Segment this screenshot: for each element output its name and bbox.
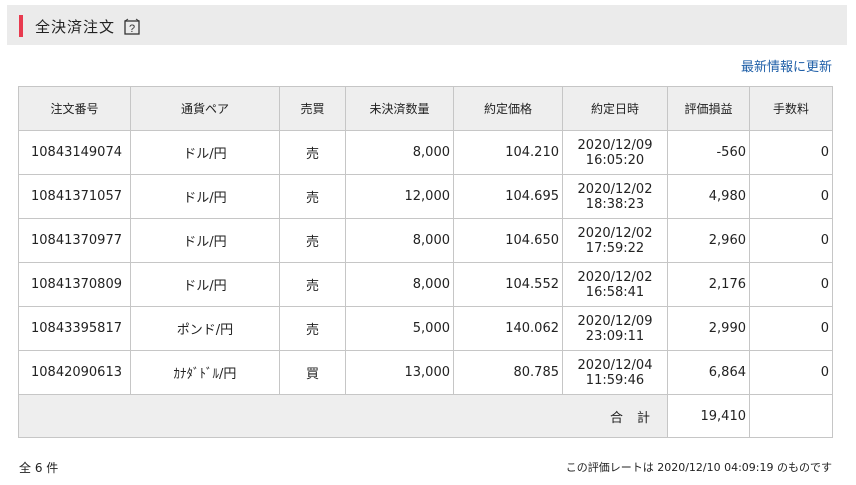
- side: 買: [279, 350, 346, 395]
- col-pair[interactable]: 通貨ペア: [130, 86, 280, 131]
- currency-pair: ポンド/円: [130, 306, 280, 351]
- col-side[interactable]: 売買: [279, 86, 346, 131]
- open-qty: 8,000: [345, 130, 454, 175]
- open-qty: 12,000: [345, 174, 454, 219]
- fee: 0: [749, 174, 833, 219]
- table-header-row: 注文番号 通貨ペア 売買 未決済数量 約定価格 約定日時 評価損益 手数料: [18, 86, 833, 131]
- order-id: 10841370977: [18, 218, 131, 263]
- date: 2020/12/02: [577, 269, 653, 285]
- record-count: 全 6 件: [19, 461, 59, 475]
- pnl: 2,960: [667, 218, 750, 263]
- fee: 0: [749, 130, 833, 175]
- header-accent-bar: [19, 15, 23, 37]
- order-id: 10841370809: [18, 262, 131, 307]
- fee: 0: [749, 262, 833, 307]
- table-row[interactable]: 10841370977 ドル/円 売 8,000 104.650 2020/12…: [18, 218, 833, 263]
- datetime: 2020/12/02 16:58:41: [562, 262, 668, 307]
- date: 2020/12/09: [577, 137, 653, 153]
- orders-table: 注文番号 通貨ペア 売買 未決済数量 約定価格 約定日時 評価損益 手数料 10…: [18, 86, 833, 438]
- order-id: 10841371057: [18, 174, 131, 219]
- time: 11:59:46: [585, 372, 645, 388]
- help-icon[interactable]: ?: [123, 18, 141, 36]
- side: 売: [279, 174, 346, 219]
- time: 18:38:23: [585, 196, 645, 212]
- table-row[interactable]: 10841370809 ドル/円 売 8,000 104.552 2020/12…: [18, 262, 833, 307]
- date: 2020/12/02: [577, 181, 653, 197]
- col-fee[interactable]: 手数料: [749, 86, 833, 131]
- pnl: 4,980: [667, 174, 750, 219]
- datetime: 2020/12/04 11:59:46: [562, 350, 668, 395]
- col-datetime[interactable]: 約定日時: [562, 86, 668, 131]
- open-qty: 5,000: [345, 306, 454, 351]
- svg-text:?: ?: [129, 23, 135, 35]
- currency-pair: ドル/円: [130, 130, 280, 175]
- table-row[interactable]: 10842090613 ｶﾅﾀﾞﾄﾞﾙ/円 買 13,000 80.785 20…: [18, 350, 833, 395]
- order-id: 10842090613: [18, 350, 131, 395]
- time: 16:05:20: [585, 152, 645, 168]
- datetime: 2020/12/09 16:05:20: [562, 130, 668, 175]
- total-label: 合計: [609, 410, 664, 426]
- price: 104.552: [453, 262, 563, 307]
- currency-pair: ドル/円: [130, 174, 280, 219]
- time: 17:59:22: [585, 240, 645, 256]
- rate-note: この評価レートは 2020/12/10 04:09:19 のものです: [565, 461, 832, 474]
- pnl: 6,864: [667, 350, 750, 395]
- time: 23:09:11: [585, 328, 645, 344]
- table-row[interactable]: 10843395817 ポンド/円 売 5,000 140.062 2020/1…: [18, 306, 833, 351]
- col-open-qty[interactable]: 未決済数量: [345, 86, 454, 131]
- open-qty: 13,000: [345, 350, 454, 395]
- fee: 0: [749, 350, 833, 395]
- total-row: 合計 19,410: [18, 394, 833, 438]
- side: 売: [279, 218, 346, 263]
- date: 2020/12/09: [577, 313, 653, 329]
- fee: 0: [749, 306, 833, 351]
- refresh-link[interactable]: 最新情報に更新: [740, 60, 832, 75]
- currency-pair: ドル/円: [130, 218, 280, 263]
- panel-header: 全決済注文 ?: [7, 5, 847, 45]
- table-row[interactable]: 10841371057 ドル/円 売 12,000 104.695 2020/1…: [18, 174, 833, 219]
- fee: 0: [749, 218, 833, 263]
- open-qty: 8,000: [345, 218, 454, 263]
- pnl: 2,176: [667, 262, 750, 307]
- col-price[interactable]: 約定価格: [453, 86, 563, 131]
- side: 売: [279, 262, 346, 307]
- open-qty: 8,000: [345, 262, 454, 307]
- orders-panel: 全決済注文 ? 最新情報に更新 注文番号 通貨ペア 売買 未決済数量 約定価格 …: [7, 5, 847, 485]
- price: 80.785: [453, 350, 563, 395]
- pnl: -560: [667, 130, 750, 175]
- currency-pair: ｶﾅﾀﾞﾄﾞﾙ/円: [130, 350, 280, 395]
- pnl: 2,990: [667, 306, 750, 351]
- table-row[interactable]: 10843149074 ドル/円 売 8,000 104.210 2020/12…: [18, 130, 833, 175]
- total-value: 19,410: [667, 394, 750, 438]
- datetime: 2020/12/09 23:09:11: [562, 306, 668, 351]
- date: 2020/12/02: [577, 225, 653, 241]
- price: 104.650: [453, 218, 563, 263]
- total-label-cell: 合計: [18, 394, 668, 438]
- datetime: 2020/12/02 18:38:23: [562, 174, 668, 219]
- currency-pair: ドル/円: [130, 262, 280, 307]
- price: 140.062: [453, 306, 563, 351]
- price: 104.210: [453, 130, 563, 175]
- page-title: 全決済注文: [35, 18, 116, 36]
- total-blank: [749, 394, 833, 438]
- order-id: 10843395817: [18, 306, 131, 351]
- col-pnl[interactable]: 評価損益: [667, 86, 750, 131]
- datetime: 2020/12/02 17:59:22: [562, 218, 668, 263]
- date: 2020/12/04: [577, 357, 653, 373]
- order-id: 10843149074: [18, 130, 131, 175]
- side: 売: [279, 130, 346, 175]
- price: 104.695: [453, 174, 563, 219]
- col-order-id[interactable]: 注文番号: [18, 86, 131, 131]
- side: 売: [279, 306, 346, 351]
- time: 16:58:41: [585, 284, 645, 300]
